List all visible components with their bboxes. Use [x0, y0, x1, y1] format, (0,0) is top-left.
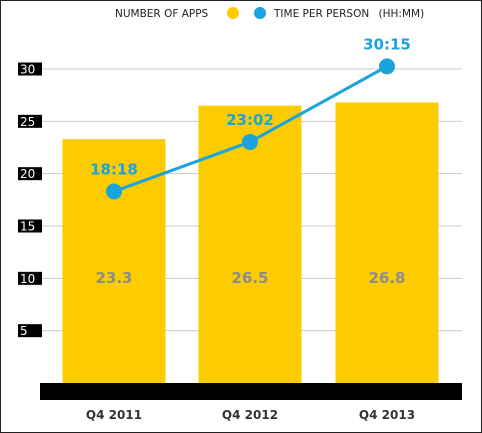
y-tick-label: 20: [20, 167, 35, 181]
y-tick-label: 15: [20, 220, 35, 234]
legend-line-suffix: (HH:MM): [379, 8, 425, 20]
bar: [198, 105, 302, 383]
y-tick-box: [18, 62, 42, 76]
y-tick-label: 10: [20, 272, 35, 286]
bar: [335, 102, 439, 383]
x-axis-labels: Q4 2011 Q4 2012 Q4 2013: [86, 408, 415, 422]
line-point-label: 30:15: [363, 35, 411, 53]
line-point: [106, 183, 122, 200]
y-axis-ticks: 5 10 15 20 25 30: [18, 62, 42, 338]
bar-value-label: 23.3: [95, 269, 132, 287]
legend-line-swatch: [254, 7, 266, 19]
line-point-label: 23:02: [226, 111, 274, 129]
bar-value-label: 26.5: [231, 269, 268, 287]
legend-line-label: TIME PER PERSON (HH:MM): [273, 8, 424, 20]
x-tick-label: Q4 2013: [359, 408, 415, 422]
x-axis-base: [40, 383, 462, 400]
bar-value-label: 26.8: [368, 269, 405, 287]
line-point-label: 18:18: [90, 160, 138, 178]
x-tick-label: Q4 2011: [86, 408, 142, 422]
bars: 23.3 26.5 26.8: [62, 102, 439, 383]
line-point: [242, 133, 258, 150]
time-line: 18:18 23:02 30:15: [90, 35, 411, 200]
y-tick-box: [18, 114, 42, 128]
x-tick-label: Q4 2012: [222, 408, 278, 422]
line-point: [379, 58, 395, 75]
y-tick-label: 30: [20, 63, 35, 77]
legend-bar-swatch: [227, 7, 239, 19]
y-tick-box: [18, 324, 42, 338]
y-tick-box: [18, 271, 42, 285]
legend: NUMBER OF APPS TIME PER PERSON (HH:MM): [115, 7, 424, 20]
y-tick-label: 5: [20, 324, 28, 338]
legend-line-name: TIME PER PERSON: [273, 8, 369, 20]
y-tick-box: [18, 167, 42, 181]
y-tick-label: 25: [20, 115, 35, 129]
y-tick-box: [18, 219, 42, 233]
legend-bar-label: NUMBER OF APPS: [115, 8, 209, 20]
